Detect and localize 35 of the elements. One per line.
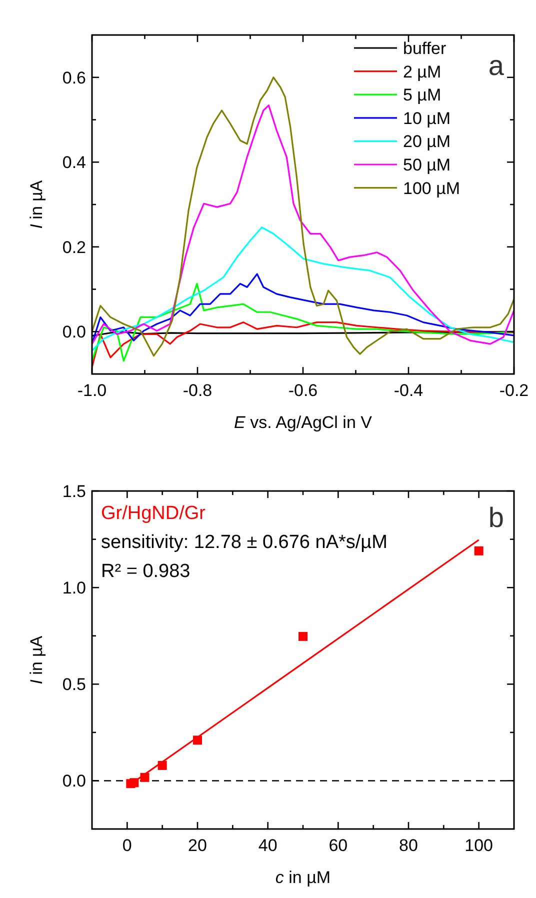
y-tick-label: 0.6 — [62, 68, 86, 88]
legend-label: 10 µM — [403, 108, 451, 128]
x-axis-title: E vs. Ag/AgCl in V — [234, 413, 373, 432]
legend-label: 20 µM — [403, 132, 451, 152]
x-tick-label: 0 — [122, 836, 132, 855]
annotation: b — [488, 502, 504, 533]
x-tick-label: -0.4 — [394, 381, 424, 400]
y-tick-label: 0.0 — [62, 322, 86, 342]
y-tick-label: 0.5 — [62, 675, 86, 694]
annotation: a — [488, 50, 504, 81]
legend-label: 50 µM — [403, 156, 451, 174]
text: Gr/HgND/Gr — [101, 503, 206, 524]
legend-label: 5 µM — [403, 86, 442, 105]
y-axis-title: I in µA — [27, 635, 46, 684]
x-axis-title: c in µM — [275, 868, 331, 887]
legend-label: 2 µM — [403, 62, 442, 82]
x-tick-label: -0.8 — [182, 381, 212, 400]
y-tick-label: 1.5 — [62, 482, 86, 501]
x-tick-label: 60 — [328, 836, 348, 855]
y-tick-label: 0.0 — [62, 772, 86, 791]
x-tick-label: 100 — [464, 836, 494, 855]
legend-label: 100 µM — [403, 178, 460, 198]
x-tick-label: -0.2 — [499, 381, 529, 400]
annotation: sensitivity: 12.78 ± 0.676 nA*s/µM — [101, 532, 388, 553]
x-tick-label: -1.0 — [77, 381, 107, 400]
y-tick-label: 0.2 — [62, 238, 86, 257]
x-tick-label: 20 — [188, 836, 207, 855]
x-tick-label: 80 — [399, 836, 418, 855]
y-tick-label: 0.4 — [62, 153, 86, 172]
x-tick-label: -0.6 — [288, 381, 318, 400]
y-tick-label: 1.0 — [62, 578, 86, 598]
y-axis-title: I in µA — [27, 180, 46, 229]
x-tick-label: 40 — [258, 836, 278, 855]
annotation: R² = 0.983 — [101, 561, 190, 582]
legend-label: buffer — [403, 39, 447, 58]
